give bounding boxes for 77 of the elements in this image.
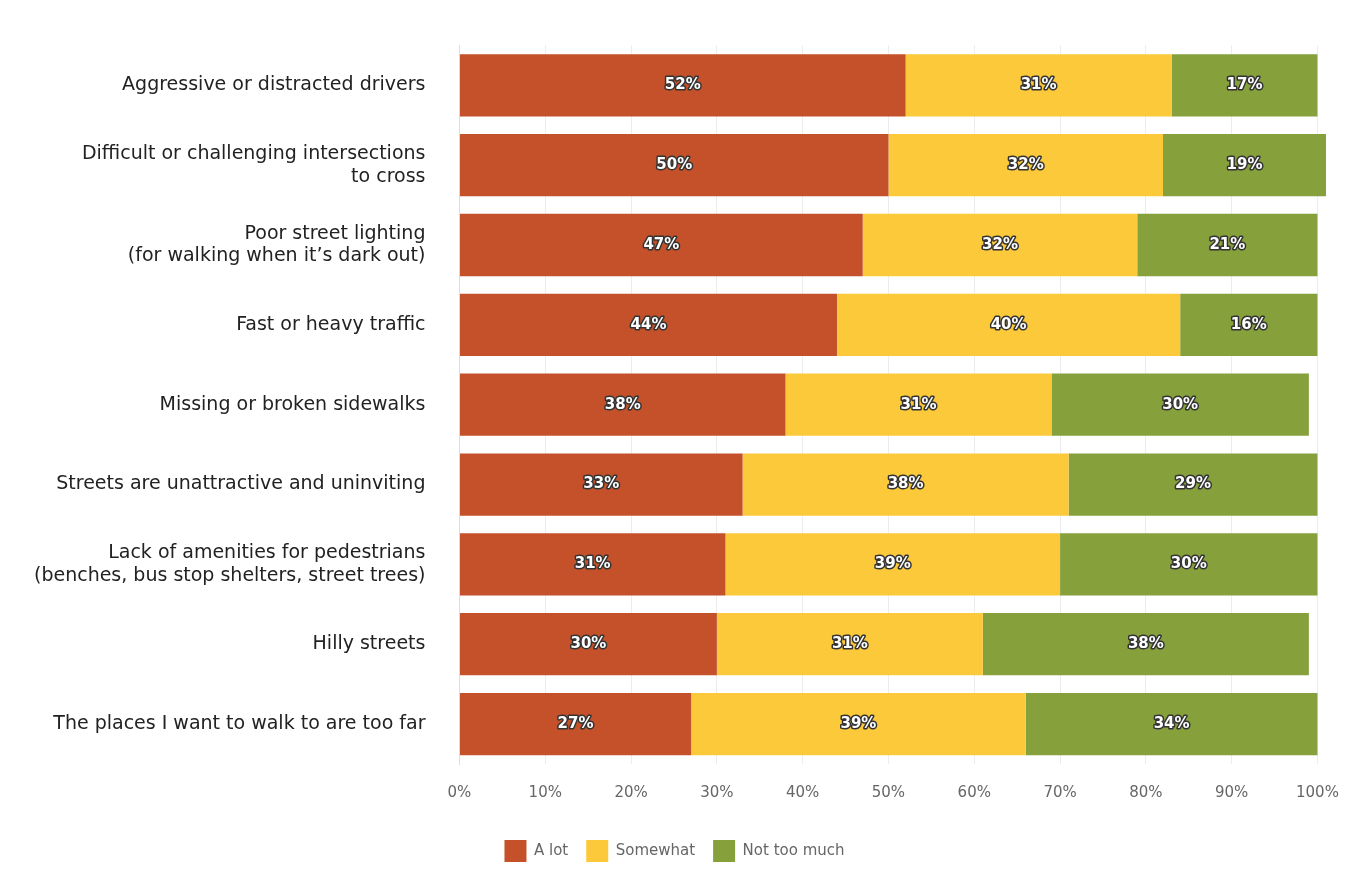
data-label: 32%: [1007, 155, 1044, 174]
bar: [785, 373, 1052, 436]
y-tick-label: Difficult or challenging intersections to cross: [81, 140, 426, 186]
x-tick-label: 20%: [614, 782, 648, 801]
bar: [1163, 134, 1327, 197]
bar: [1060, 533, 1318, 596]
data-label: 30%: [1162, 394, 1199, 413]
bar: [459, 293, 837, 356]
data-label: 38%: [887, 474, 924, 493]
bar: [459, 453, 743, 516]
data-label: 38%: [604, 394, 641, 413]
bar: [742, 453, 1069, 516]
x-tick-label: 10%: [528, 782, 562, 801]
bar: [459, 134, 889, 197]
bar: [459, 213, 863, 277]
x-tick-label: 50%: [871, 782, 906, 801]
data-label: 30%: [1170, 554, 1207, 573]
data-label: 31%: [1020, 75, 1057, 94]
bar: [1171, 54, 1318, 117]
bar: [459, 373, 786, 436]
y-tick-label: Fast or heavy traffic: [236, 311, 426, 334]
legend-label: Not too much: [742, 840, 845, 859]
bar: [716, 613, 983, 676]
data-label: 33%: [583, 474, 620, 493]
x-tick-label: 70%: [1043, 782, 1077, 801]
data-label: 52%: [664, 75, 701, 94]
bar: [1137, 213, 1318, 277]
bar: [982, 613, 1309, 676]
y-tick-label: Streets are unattractive and uninviting: [56, 471, 426, 494]
data-label: 17%: [1226, 75, 1263, 94]
bar: [1180, 293, 1318, 356]
x-tick-label: 30%: [700, 782, 734, 801]
data-label: 44%: [630, 314, 667, 333]
y-tick-label: Poor street lighting (for walking when it’s dark out): [127, 220, 426, 266]
data-label: 29%: [1175, 474, 1211, 493]
bar: [905, 54, 1172, 117]
y-tick-label: Hilly streets: [312, 631, 426, 654]
bar: [1068, 453, 1318, 516]
data-label: 21%: [1209, 234, 1246, 253]
data-label: 47%: [643, 234, 680, 253]
data-label: 31%: [574, 554, 611, 573]
bar: [691, 692, 1026, 756]
legend-label: A lot: [533, 840, 569, 859]
y-tick-label: Missing or broken sidewalks: [159, 391, 426, 414]
data-label: 39%: [840, 713, 877, 732]
bar: [862, 213, 1138, 277]
y-tick-label: Aggressive or distracted drivers: [122, 72, 426, 95]
data-label: 34%: [1153, 713, 1190, 732]
bar: [459, 613, 717, 676]
data-label: 30%: [570, 634, 607, 653]
x-tick-label: 100%: [1296, 782, 1339, 801]
y-tick-label: The places I want to walk to are too far: [52, 711, 426, 734]
bar: [459, 692, 692, 756]
data-label: 38%: [1127, 634, 1164, 653]
x-tick-label: 90%: [1214, 782, 1249, 801]
bar: [725, 533, 1061, 596]
data-label: 39%: [874, 554, 911, 573]
bar: [1025, 692, 1318, 756]
data-label: 31%: [900, 394, 937, 413]
x-tick-label: 60%: [957, 782, 991, 801]
x-tick-label: 80%: [1129, 782, 1163, 801]
y-tick-label: Lack of amenities for pedestrians (benches, bus stop shelters, street trees): [33, 539, 426, 585]
data-label: 50%: [656, 155, 693, 174]
x-tick-label: 40%: [785, 782, 820, 801]
bar: [888, 134, 1164, 197]
bar: [1051, 373, 1309, 436]
bar: [459, 533, 726, 596]
data-label: 40%: [990, 314, 1027, 333]
data-label: 31%: [831, 634, 868, 653]
bar: [836, 293, 1181, 356]
data-label: 32%: [982, 234, 1018, 253]
x-tick-label: 0%: [447, 782, 472, 801]
data-label: 19%: [1226, 155, 1263, 174]
data-label: 16%: [1230, 314, 1267, 333]
data-label: 27%: [557, 713, 594, 732]
legend-label: Somewhat: [615, 840, 696, 859]
bar: [459, 54, 906, 117]
